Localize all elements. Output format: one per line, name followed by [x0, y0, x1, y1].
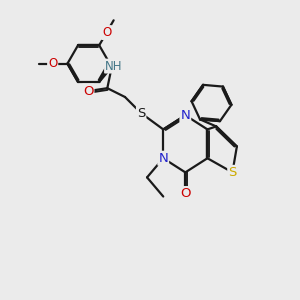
Text: O: O: [180, 187, 190, 200]
Text: O: O: [102, 26, 111, 39]
Text: N: N: [158, 152, 168, 165]
Text: O: O: [83, 85, 93, 98]
Text: N: N: [181, 109, 190, 122]
Text: O: O: [48, 57, 57, 70]
Text: NH: NH: [105, 60, 122, 73]
Text: S: S: [137, 107, 146, 120]
Text: S: S: [228, 166, 237, 179]
